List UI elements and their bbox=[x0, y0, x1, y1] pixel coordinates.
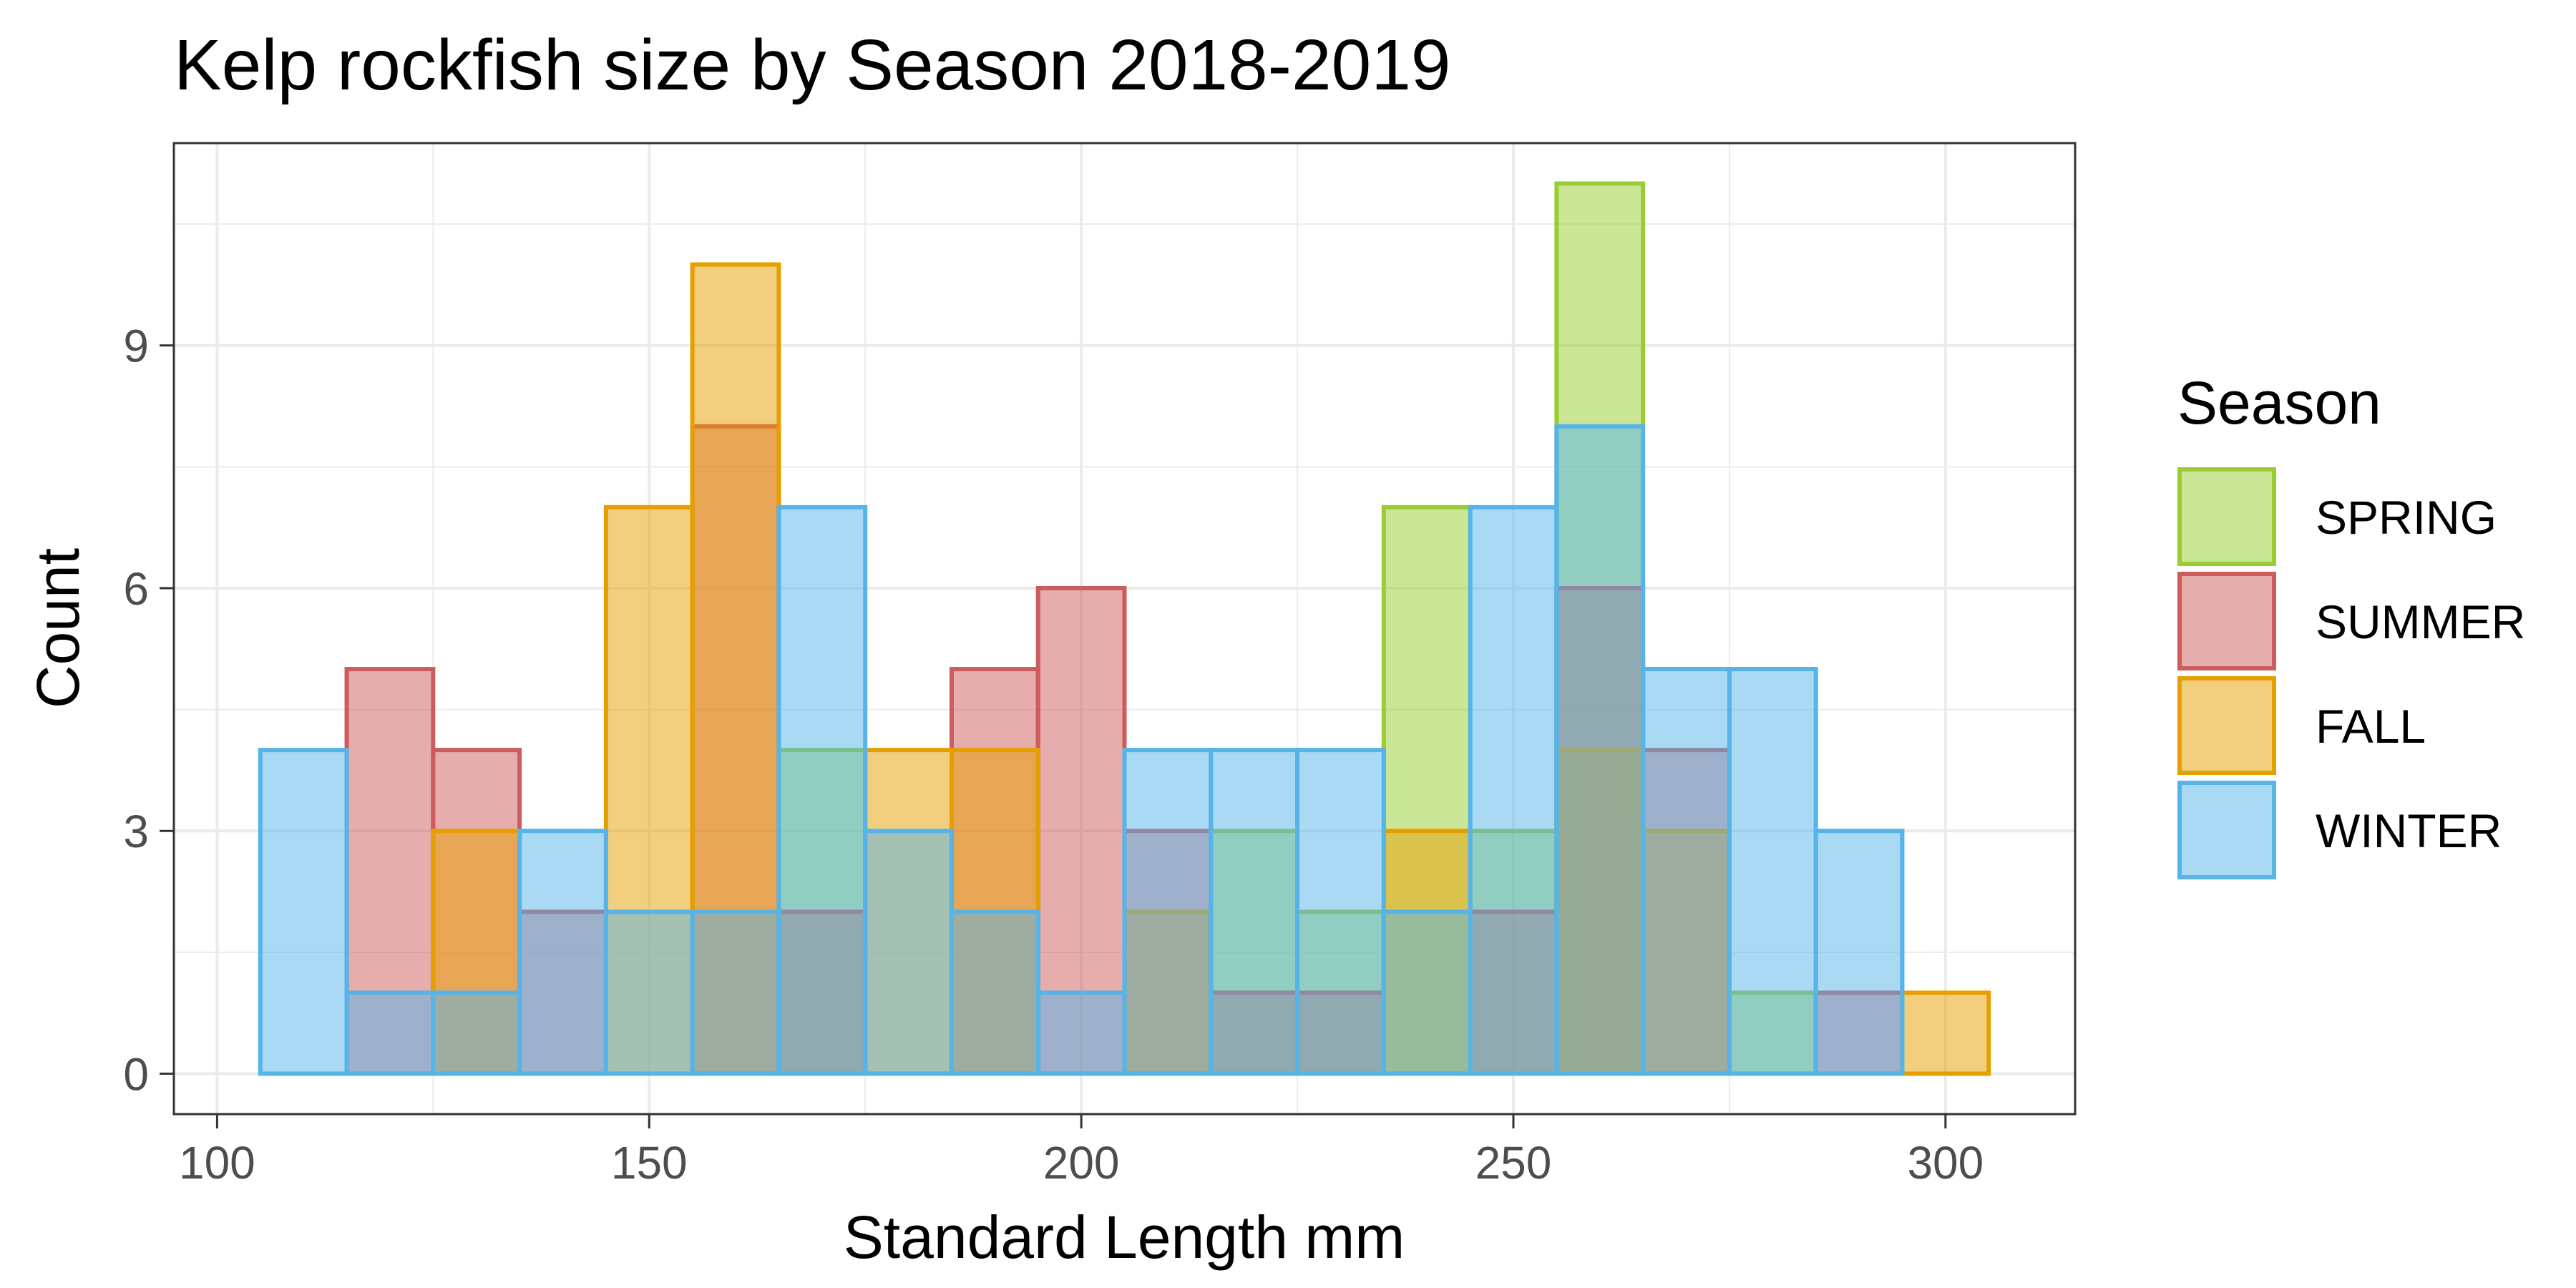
series-winter bbox=[258, 424, 1905, 1076]
bar-winter bbox=[1122, 748, 1214, 1076]
x-tick-label: 200 bbox=[1043, 1137, 1120, 1189]
x-tick-label: 100 bbox=[179, 1137, 255, 1189]
bar-winter bbox=[863, 829, 954, 1076]
y-tick-label: 0 bbox=[123, 1048, 149, 1100]
bar-winter bbox=[1641, 667, 1732, 1076]
y-tick-label: 3 bbox=[123, 806, 149, 857]
x-tick-label: 300 bbox=[1907, 1137, 1984, 1189]
bar-winter bbox=[949, 909, 1040, 1076]
legend-key-spring bbox=[2177, 467, 2276, 566]
bar-winter bbox=[1381, 909, 1473, 1076]
panel-border bbox=[172, 142, 2077, 1116]
legend: Season SPRING SUMMER FALL WINTER bbox=[2177, 369, 2525, 879]
bar-fall bbox=[1900, 990, 1991, 1076]
bar-winter bbox=[1468, 504, 1559, 1076]
bar-winter bbox=[690, 909, 781, 1076]
y-axis: 0 3 6 9 bbox=[123, 321, 174, 1100]
legend-label-winter: WINTER bbox=[2316, 804, 2502, 857]
x-axis-title: Standard Length mm bbox=[844, 1204, 1405, 1271]
bar-winter bbox=[1813, 829, 1905, 1076]
chart-title: Kelp rockfish size by Season 2018-2019 bbox=[174, 25, 1450, 105]
histogram-bars bbox=[258, 181, 1991, 1076]
y-tick-label: 9 bbox=[123, 321, 149, 372]
bar-winter bbox=[431, 990, 522, 1076]
bar-winter bbox=[1554, 424, 1646, 1076]
bar-winter bbox=[344, 990, 436, 1076]
bar-winter bbox=[603, 909, 695, 1076]
bar-winter bbox=[517, 829, 608, 1076]
plot-panel bbox=[172, 142, 2077, 1116]
x-tick-label: 150 bbox=[611, 1137, 688, 1189]
bar-winter bbox=[776, 504, 868, 1076]
legend-title: Season bbox=[2177, 369, 2381, 436]
bar-winter bbox=[1727, 667, 1818, 1076]
y-tick-label: 6 bbox=[123, 563, 149, 615]
legend-key-winter bbox=[2177, 781, 2276, 879]
legend-key-summer bbox=[2177, 572, 2276, 670]
legend-label-fall: FALL bbox=[2316, 700, 2426, 753]
bar-winter bbox=[1035, 990, 1127, 1076]
legend-items: SPRING SUMMER FALL WINTER bbox=[2177, 467, 2525, 879]
legend-key-fall bbox=[2177, 676, 2276, 775]
bar-winter bbox=[1295, 748, 1386, 1076]
bar-winter bbox=[1209, 748, 1300, 1076]
x-axis: 100 150 200 250 300 bbox=[179, 1114, 1984, 1189]
bar-winter bbox=[258, 748, 349, 1076]
legend-label-summer: SUMMER bbox=[2316, 595, 2525, 648]
y-axis-title: Count bbox=[24, 548, 92, 708]
x-tick-label: 250 bbox=[1475, 1137, 1552, 1189]
legend-label-spring: SPRING bbox=[2316, 491, 2497, 544]
